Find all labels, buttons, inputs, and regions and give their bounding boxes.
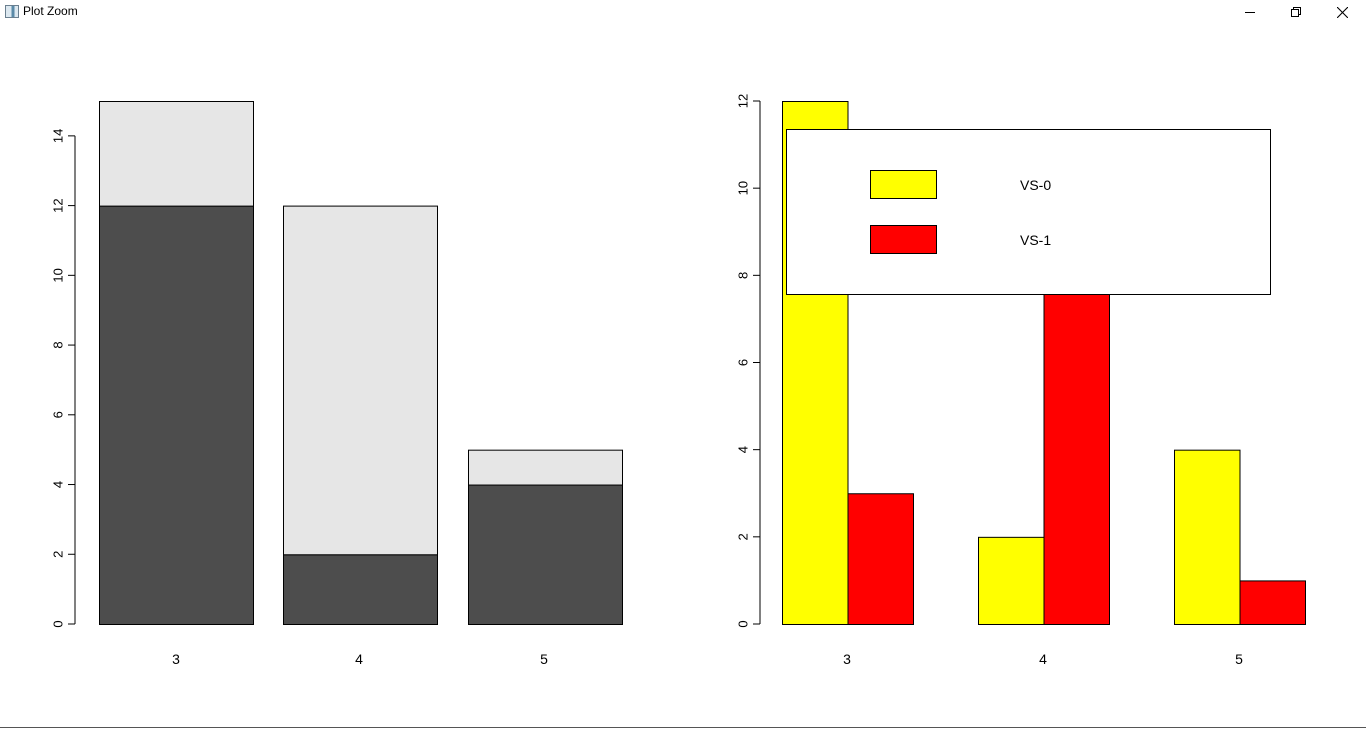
bar-segment-top xyxy=(468,449,623,486)
legend-box xyxy=(786,129,1271,295)
bar xyxy=(847,493,914,625)
y-tick-label: 0 xyxy=(736,620,751,627)
x-tick-label: 4 xyxy=(1039,651,1047,667)
y-tick-label: 6 xyxy=(51,411,66,418)
y-tick-label: 8 xyxy=(736,272,751,279)
x-tick-label: 4 xyxy=(355,651,363,667)
legend: VS-0 VS-1 xyxy=(786,129,1271,295)
y-tick-label: 12 xyxy=(51,198,66,212)
title-bar: Plot Zoom xyxy=(0,0,1366,24)
legend-swatch xyxy=(870,170,937,199)
x-tick-label: 5 xyxy=(540,651,548,667)
legend-label: VS-1 xyxy=(1020,232,1051,248)
y-tick-label: 6 xyxy=(736,359,751,366)
y-tick-label: 2 xyxy=(51,551,66,558)
minimize-button[interactable] xyxy=(1227,0,1273,24)
restore-icon xyxy=(1291,7,1301,17)
x-tick-label: 3 xyxy=(172,651,180,667)
legend-swatch xyxy=(870,225,937,254)
y-tick-label: 12 xyxy=(736,94,751,108)
bar-segment-bottom xyxy=(99,205,254,625)
bar-segment-top xyxy=(99,101,254,207)
bar xyxy=(1239,580,1306,626)
y-tick-label: 4 xyxy=(736,446,751,453)
minimize-icon xyxy=(1245,12,1255,13)
app-icon xyxy=(5,5,19,18)
x-tick-label: 3 xyxy=(843,651,851,667)
y-tick-label: 10 xyxy=(51,268,66,282)
bar-segment-bottom xyxy=(468,484,623,625)
y-tick-label: 0 xyxy=(51,620,66,627)
plot-area: 0 2 4 6 8 10 12 14 3 4 5 0 2 4 6 8 10 12 3 4 5 VS-0 VS-1 xyxy=(51,94,1306,667)
y-tick-label: 2 xyxy=(736,533,751,540)
close-icon xyxy=(1336,6,1348,18)
bar-segment-bottom xyxy=(283,554,438,625)
window-bottom-border xyxy=(0,727,1366,728)
bar xyxy=(978,536,1045,625)
window-title: Plot Zoom xyxy=(23,4,78,18)
bar-segment-top xyxy=(283,205,438,556)
close-button[interactable] xyxy=(1319,0,1365,24)
y-tick-label: 4 xyxy=(51,481,66,488)
restore-button[interactable] xyxy=(1273,0,1319,24)
y-tick-label: 8 xyxy=(51,341,66,348)
x-tick-label: 5 xyxy=(1235,651,1243,667)
stacked-bar-chart: 0 2 4 6 8 10 12 14 3 4 5 xyxy=(51,101,623,667)
grouped-bar-chart: 0 2 4 6 8 10 12 3 4 5 VS-0 VS-1 xyxy=(736,94,1306,667)
bar xyxy=(1174,449,1241,625)
y-tick-label: 14 xyxy=(51,129,66,143)
legend-label: VS-0 xyxy=(1020,177,1051,193)
y-tick-label: 10 xyxy=(736,181,751,195)
